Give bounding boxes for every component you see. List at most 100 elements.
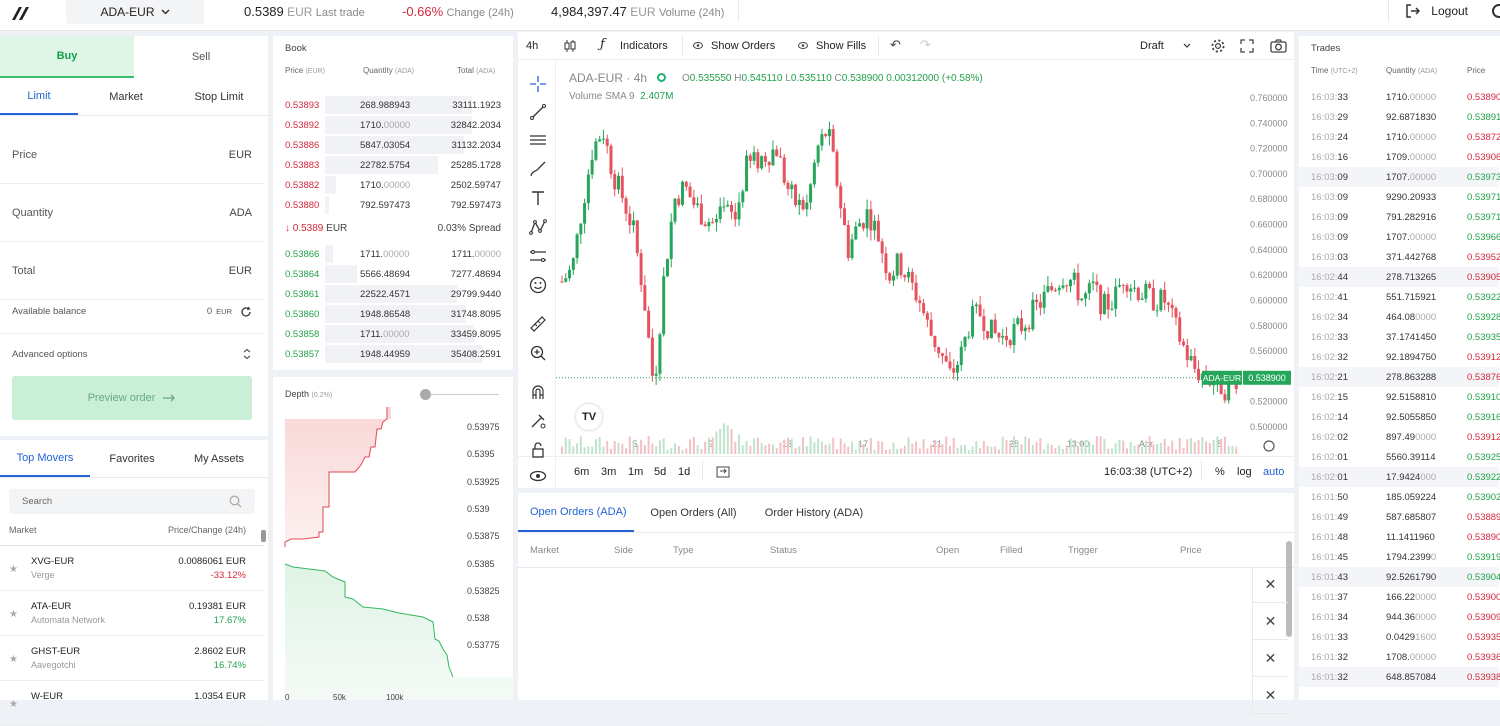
bitvavo-logo-icon[interactable] bbox=[10, 4, 32, 22]
refresh-icon[interactable] bbox=[240, 306, 252, 318]
percent-toggle[interactable]: % bbox=[1215, 466, 1225, 478]
range-3m[interactable]: 3m bbox=[601, 466, 617, 478]
candle-type-icon[interactable] bbox=[563, 39, 577, 53]
camera-icon[interactable] bbox=[1270, 39, 1287, 53]
volume-bar bbox=[884, 449, 887, 454]
draft-selector[interactable]: Draft bbox=[1140, 40, 1164, 52]
tradingview-logo-icon[interactable]: TV bbox=[576, 404, 602, 430]
tab-buy[interactable]: Buy bbox=[0, 36, 134, 78]
indicators-icon[interactable]: ƒ bbox=[600, 37, 605, 52]
tab-sell[interactable]: Sell bbox=[191, 51, 211, 63]
horizontal-lines-icon[interactable] bbox=[520, 126, 556, 154]
text-tool-icon[interactable] bbox=[520, 184, 556, 212]
visibility-icon[interactable] bbox=[520, 462, 556, 490]
bid-row[interactable]: 0.53864 5566.48694 7277.48694 bbox=[273, 264, 513, 284]
emoji-icon[interactable] bbox=[520, 271, 556, 299]
bid-row[interactable]: 0.53861 22522.4571 29799.9440 bbox=[273, 284, 513, 304]
ask-row[interactable]: 0.53882 1710.00000 2502.59747 bbox=[273, 175, 513, 195]
show-orders-button[interactable]: Show Orders bbox=[711, 40, 776, 52]
depth-slider-track[interactable] bbox=[423, 394, 499, 395]
bid-row[interactable]: 0.53858 1711.00000 33459.8095 bbox=[273, 324, 513, 344]
candlestick-chart[interactable]: 0.760000 0.740000 0.720000 0.700000 0.680000… bbox=[556, 60, 1294, 456]
star-icon[interactable]: ★ bbox=[9, 654, 18, 665]
lock-icon[interactable] bbox=[520, 436, 556, 464]
trade-time-hm: 16:01: bbox=[1311, 652, 1338, 663]
candle-body bbox=[696, 203, 700, 205]
market-search[interactable]: Search bbox=[9, 489, 255, 514]
preview-order-button[interactable]: Preview order bbox=[12, 376, 252, 420]
logout-button[interactable]: Logout bbox=[1388, 0, 1480, 22]
indicators-button[interactable]: Indicators bbox=[620, 40, 668, 52]
range-5d[interactable]: 5d bbox=[654, 466, 667, 478]
range-1d[interactable]: 1d bbox=[678, 466, 691, 478]
chart-clock[interactable]: 16:03:38 (UTC+2) bbox=[1104, 466, 1193, 478]
bid-row[interactable]: 0.53857 1948.44959 35408.2591 bbox=[273, 344, 513, 364]
tab-market[interactable]: Market bbox=[109, 90, 143, 103]
quantity-field[interactable]: Quantity ADA bbox=[0, 184, 264, 242]
price-field[interactable]: Price EUR bbox=[0, 126, 264, 184]
range-1m[interactable]: 1m bbox=[628, 466, 644, 478]
brush-icon[interactable] bbox=[520, 155, 556, 183]
interval-button[interactable]: 4h bbox=[526, 40, 539, 52]
market-row[interactable]: ★ W-EUR 1.0354 EUR bbox=[0, 681, 264, 726]
scrollbar[interactable] bbox=[261, 530, 266, 542]
lock-drawing-icon[interactable] bbox=[520, 407, 556, 435]
trend-line-icon[interactable] bbox=[520, 98, 556, 126]
x-tick: 21 bbox=[932, 439, 942, 449]
range-6m[interactable]: 6m bbox=[574, 466, 590, 478]
volume-bar bbox=[824, 444, 827, 454]
undo-icon[interactable]: ↶ bbox=[890, 37, 901, 52]
tab-top-movers[interactable]: Top Movers bbox=[0, 440, 90, 477]
pattern-icon[interactable] bbox=[520, 213, 556, 241]
depth-slider-handle[interactable] bbox=[420, 389, 431, 400]
star-icon[interactable]: ★ bbox=[9, 699, 18, 710]
magnet-icon[interactable] bbox=[520, 378, 556, 406]
market-selector[interactable]: ADA-EUR bbox=[66, 0, 204, 24]
ask-row[interactable]: 0.53880 792.597473 792.597473 bbox=[273, 195, 513, 215]
market-row[interactable]: ★ GHST-EUR Aavegotchi 2.8602 EUR 16.74% bbox=[0, 636, 264, 681]
advanced-options[interactable]: Advanced options bbox=[0, 334, 264, 374]
redo-icon[interactable]: ↷ bbox=[920, 37, 931, 52]
tab-favorites[interactable]: Favorites bbox=[109, 452, 155, 465]
tab-open-orders-all[interactable]: Open Orders (All) bbox=[650, 506, 737, 519]
tab-order-history[interactable]: Order History (ADA) bbox=[764, 506, 864, 519]
gear-icon[interactable] bbox=[1210, 38, 1226, 54]
ask-row[interactable]: 0.53883 22782.5754 25285.1728 bbox=[273, 155, 513, 175]
orders-scrollbar[interactable] bbox=[1286, 541, 1292, 637]
market-row[interactable]: ★ ATA-EUR Automata Network 0.19381 EUR 17.67… bbox=[0, 591, 264, 636]
ask-row[interactable]: 0.53892 1710.00000 32842.2034 bbox=[273, 115, 513, 135]
ask-row[interactable]: 0.53886 5847.03054 31132.2034 bbox=[273, 135, 513, 155]
total-field[interactable]: Total EUR bbox=[0, 242, 264, 300]
crosshair-icon[interactable] bbox=[520, 70, 556, 98]
show-fills-button[interactable]: Show Fills bbox=[816, 40, 867, 52]
cancel-order-button[interactable]: ✕ bbox=[1252, 567, 1288, 603]
star-icon[interactable]: ★ bbox=[9, 564, 18, 575]
fullscreen-icon[interactable] bbox=[1240, 39, 1254, 53]
chart-settings-icon[interactable] bbox=[1263, 440, 1275, 452]
tab-open-orders-ada[interactable]: Open Orders (ADA) bbox=[518, 493, 634, 532]
trade-row: 16:03:24 1710.00000 0.53872 bbox=[1299, 127, 1500, 147]
forecast-icon[interactable] bbox=[520, 242, 556, 270]
book-total: 31748.8095 bbox=[451, 309, 501, 320]
cancel-order-button[interactable]: ✕ bbox=[1252, 604, 1288, 640]
candle-body bbox=[948, 361, 952, 369]
log-toggle[interactable]: log bbox=[1237, 466, 1252, 478]
date-range-icon[interactable] bbox=[716, 465, 730, 478]
zoom-in-icon[interactable] bbox=[520, 339, 556, 367]
user-icon[interactable] bbox=[1492, 4, 1500, 18]
bid-row[interactable]: 0.53866 1711.00000 1711.00000 bbox=[273, 244, 513, 264]
cancel-order-button[interactable]: ✕ bbox=[1252, 641, 1288, 677]
cancel-order-button[interactable]: ✕ bbox=[1252, 678, 1288, 714]
bid-row[interactable]: 0.53860 1948.86548 31748.8095 bbox=[273, 304, 513, 324]
tab-stop-limit[interactable]: Stop Limit bbox=[194, 90, 244, 103]
star-icon[interactable]: ★ bbox=[9, 609, 18, 620]
auto-toggle[interactable]: auto bbox=[1263, 466, 1285, 478]
trade-quantity: 11.1411960 bbox=[1386, 532, 1435, 543]
trades-panel: Trades Time (UTC+2) Quantity (ADA) Price… bbox=[1299, 36, 1500, 700]
tab-limit[interactable]: Limit bbox=[0, 78, 78, 115]
market-pair: W-EUR bbox=[31, 691, 64, 702]
tab-my-assets[interactable]: My Assets bbox=[193, 452, 245, 465]
ask-row[interactable]: 0.53893 268.988943 33111.1923 bbox=[273, 95, 513, 115]
market-row[interactable]: ★ XVG-EUR Verge 0.0086061 EUR -33.12% bbox=[0, 546, 264, 591]
ruler-icon[interactable] bbox=[520, 310, 556, 338]
